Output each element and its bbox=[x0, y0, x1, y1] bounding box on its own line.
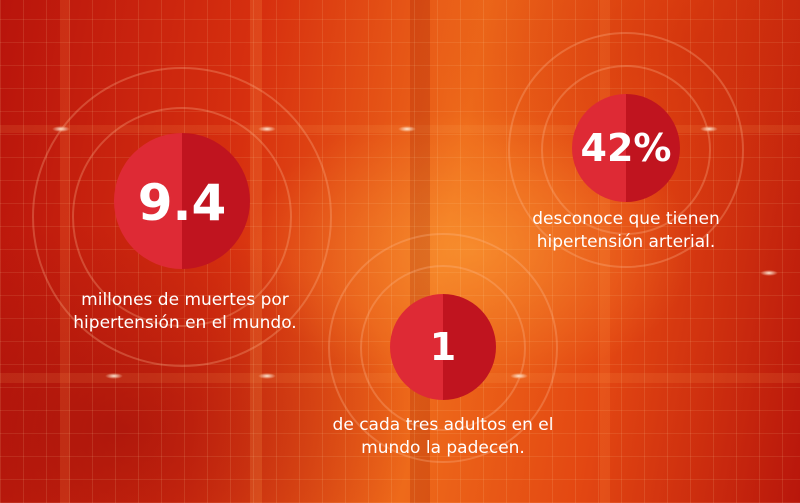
caption-line: millones de muertes por bbox=[81, 290, 289, 310]
stat-circle-unaware: 42% bbox=[572, 94, 680, 202]
light-spark bbox=[398, 126, 416, 132]
ring-outer bbox=[328, 233, 558, 463]
caption-line: mundo la padecen. bbox=[361, 438, 525, 458]
ring-inner bbox=[360, 265, 526, 431]
stat-circle-deaths: 9.4 bbox=[114, 133, 250, 269]
ring-inner bbox=[541, 65, 711, 235]
ring-inner bbox=[72, 107, 292, 327]
light-spark bbox=[258, 373, 276, 379]
light-spark bbox=[105, 373, 123, 379]
caption-line: hipertensión en el mundo. bbox=[73, 313, 297, 333]
stat-circle-adults: 1 bbox=[390, 294, 496, 400]
caption-line: desconoce que tienen bbox=[532, 209, 720, 229]
light-spark bbox=[760, 270, 778, 276]
caption-line: de cada tres adultos en el bbox=[332, 415, 554, 435]
stat-value-deaths: 9.4 bbox=[137, 174, 227, 232]
stat-value-adults: 1 bbox=[429, 325, 457, 369]
caption-line: hipertensión arterial. bbox=[536, 232, 716, 252]
ring-outer bbox=[32, 67, 332, 367]
stat-value-unaware: 42% bbox=[580, 126, 672, 170]
stat-caption-unaware: desconoce que tienen hipertensión arteri… bbox=[506, 208, 746, 254]
stat-caption-adults: de cada tres adultos en el mundo la pade… bbox=[308, 414, 578, 460]
ring-outer bbox=[508, 32, 744, 268]
stat-caption-deaths: millones de muertes por hipertensión en … bbox=[40, 289, 330, 335]
